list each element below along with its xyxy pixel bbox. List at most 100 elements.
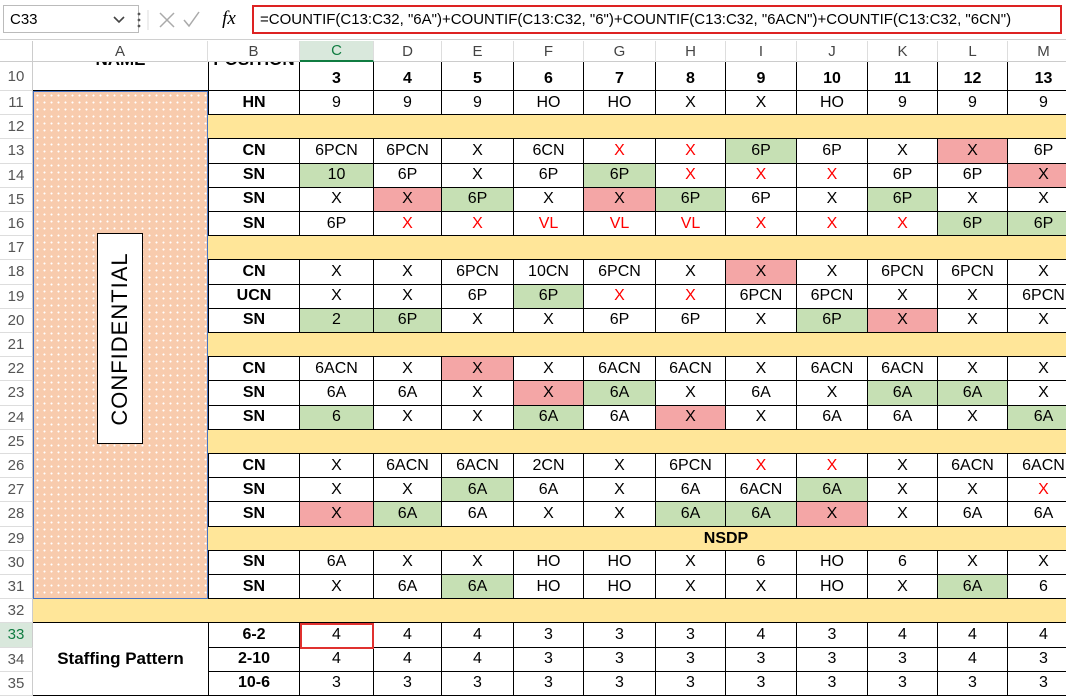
row-header[interactable]: 31 — [0, 575, 33, 600]
row-header[interactable]: 34 — [0, 647, 33, 672]
schedule-cell[interactable]: HO — [514, 91, 584, 116]
schedule-cell[interactable]: X — [442, 163, 514, 188]
schedule-cell[interactable]: 6A — [726, 381, 797, 406]
schedule-cell[interactable]: X — [374, 478, 442, 503]
schedule-cell[interactable]: X — [442, 308, 514, 333]
schedule-cell[interactable]: X — [584, 284, 656, 309]
schedule-cell[interactable]: 6 — [868, 550, 938, 575]
schedule-cell[interactable]: 6PCN — [584, 260, 656, 285]
schedule-cell[interactable]: X — [797, 260, 868, 285]
schedule-cell[interactable]: 6P — [374, 163, 442, 188]
schedule-cell[interactable]: X — [514, 357, 584, 382]
column-header[interactable]: C — [300, 41, 374, 62]
schedule-cell[interactable]: X — [726, 260, 797, 285]
schedule-cell[interactable]: X — [1008, 163, 1066, 188]
schedule-cell[interactable]: X — [584, 454, 656, 479]
formula-input[interactable]: =COUNTIF(C13:C32, "6A")+COUNTIF(C13:C32,… — [252, 5, 1062, 34]
column-header[interactable]: K — [868, 41, 938, 62]
schedule-cell[interactable]: 4 — [300, 647, 374, 672]
schedule-cell[interactable]: 6A — [374, 502, 442, 527]
schedule-cell[interactable]: 4 — [442, 647, 514, 672]
schedule-cell[interactable]: 6PCN — [374, 139, 442, 164]
schedule-cell[interactable]: X — [374, 187, 442, 212]
schedule-cell[interactable]: X — [656, 550, 726, 575]
schedule-cell[interactable]: 6P — [442, 187, 514, 212]
schedule-cell[interactable]: 6PCN — [442, 260, 514, 285]
schedule-cell[interactable]: 6A — [300, 550, 374, 575]
column-header[interactable]: H — [656, 41, 726, 62]
row-header[interactable]: 13 — [0, 139, 33, 164]
schedule-cell[interactable]: 6P — [584, 308, 656, 333]
schedule-cell[interactable]: 3 — [514, 647, 584, 672]
schedule-cell[interactable]: 6ACN — [584, 357, 656, 382]
schedule-cell[interactable]: X — [442, 405, 514, 430]
schedule-cell[interactable]: 6A — [726, 502, 797, 527]
schedule-cell[interactable]: 4 — [300, 623, 374, 648]
column-header[interactable]: A — [33, 41, 208, 62]
column-header[interactable]: M — [1008, 41, 1066, 62]
schedule-cell[interactable]: 6A — [300, 381, 374, 406]
schedule-cell[interactable]: 4 — [374, 623, 442, 648]
row-header[interactable]: 10 — [0, 62, 33, 91]
schedule-cell[interactable]: 4 — [938, 647, 1008, 672]
column-header[interactable]: D — [374, 41, 442, 62]
schedule-cell[interactable]: X — [656, 260, 726, 285]
schedule-cell[interactable]: 9 — [868, 91, 938, 116]
schedule-cell[interactable]: HO — [584, 575, 656, 600]
schedule-cell[interactable]: 6ACN — [300, 357, 374, 382]
schedule-cell[interactable]: 3 — [868, 671, 938, 696]
schedule-cell[interactable]: X — [300, 284, 374, 309]
row-header[interactable]: 21 — [0, 333, 33, 358]
schedule-cell[interactable]: 3 — [514, 671, 584, 696]
schedule-cell[interactable]: 6PCN — [938, 260, 1008, 285]
schedule-cell[interactable]: 2CN — [514, 454, 584, 479]
row-header[interactable]: 26 — [0, 454, 33, 479]
schedule-cell[interactable]: X — [656, 284, 726, 309]
row-header[interactable]: 11 — [0, 91, 33, 116]
schedule-cell[interactable]: X — [797, 163, 868, 188]
schedule-cell[interactable]: 6P — [656, 187, 726, 212]
schedule-cell[interactable]: 6A — [514, 478, 584, 503]
row-header[interactable]: 33 — [0, 623, 33, 648]
schedule-cell[interactable]: X — [868, 212, 938, 237]
schedule-cell[interactable]: X — [726, 357, 797, 382]
schedule-cell[interactable]: X — [938, 139, 1008, 164]
schedule-cell[interactable]: X — [300, 454, 374, 479]
schedule-cell[interactable]: 6 — [1008, 575, 1066, 600]
schedule-cell[interactable]: HO — [797, 575, 868, 600]
schedule-cell[interactable]: X — [442, 381, 514, 406]
schedule-cell[interactable]: X — [374, 260, 442, 285]
schedule-cell[interactable]: 6A — [584, 381, 656, 406]
schedule-cell[interactable]: X — [584, 139, 656, 164]
schedule-cell[interactable]: X — [797, 381, 868, 406]
row-header[interactable]: 25 — [0, 429, 33, 454]
schedule-cell[interactable]: 3 — [797, 671, 868, 696]
row-header[interactable]: 19 — [0, 284, 33, 309]
schedule-cell[interactable]: HO — [584, 550, 656, 575]
schedule-cell[interactable]: X — [797, 454, 868, 479]
schedule-cell[interactable]: 6PCN — [300, 139, 374, 164]
schedule-cell[interactable]: 6P — [726, 139, 797, 164]
schedule-cell[interactable]: X — [868, 284, 938, 309]
schedule-cell[interactable]: X — [374, 284, 442, 309]
schedule-cell[interactable]: 6A — [514, 405, 584, 430]
schedule-cell[interactable]: X — [938, 550, 1008, 575]
schedule-cell[interactable]: 6ACN — [1008, 454, 1066, 479]
schedule-cell[interactable]: 6A — [1008, 502, 1066, 527]
row-header[interactable]: 35 — [0, 671, 33, 696]
schedule-cell[interactable]: 6PCN — [1008, 284, 1066, 309]
row-header[interactable]: 16 — [0, 212, 33, 237]
schedule-cell[interactable]: 4 — [442, 623, 514, 648]
schedule-cell[interactable]: X — [1008, 308, 1066, 333]
schedule-cell[interactable]: 6A — [442, 478, 514, 503]
column-header[interactable]: J — [797, 41, 868, 62]
schedule-cell[interactable]: 3 — [656, 647, 726, 672]
schedule-cell[interactable]: 6P — [868, 187, 938, 212]
schedule-cell[interactable]: X — [1008, 357, 1066, 382]
schedule-cell[interactable]: 6P — [938, 212, 1008, 237]
schedule-cell[interactable]: HO — [797, 550, 868, 575]
schedule-cell[interactable]: 6PCN — [656, 454, 726, 479]
schedule-cell[interactable]: 9 — [374, 91, 442, 116]
schedule-cell[interactable]: 6A — [797, 405, 868, 430]
column-header[interactable]: F — [514, 41, 584, 62]
